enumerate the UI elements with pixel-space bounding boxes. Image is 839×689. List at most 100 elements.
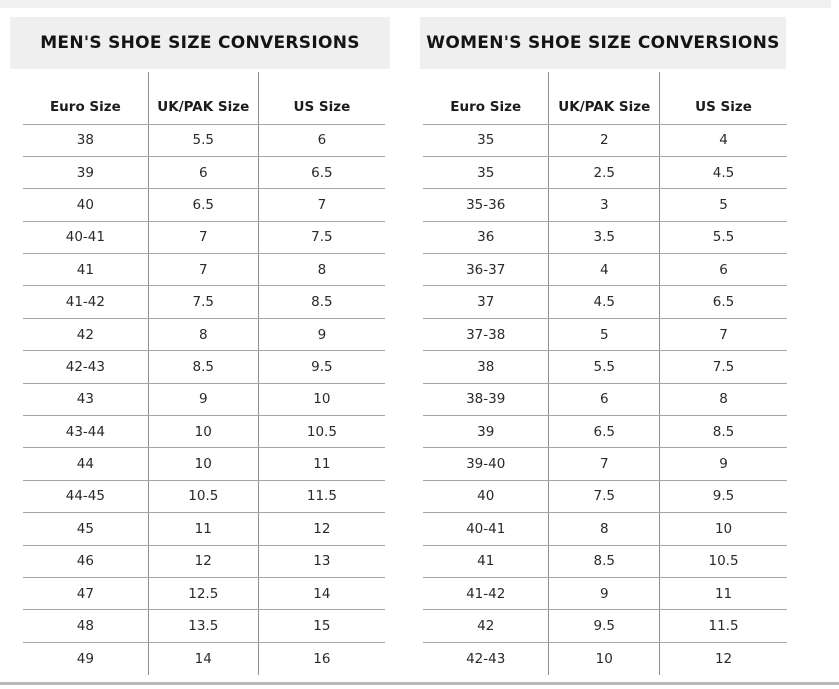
- size-cell: 41: [423, 545, 549, 578]
- size-cell: 13.5: [147, 609, 259, 643]
- mens-title-banner: MEN'S SHOE SIZE CONVERSIONS: [10, 17, 390, 69]
- table-row: 41 8.5 10.5: [423, 545, 787, 578]
- table-row: 49 14 16: [23, 642, 385, 675]
- size-cell: 11: [659, 577, 787, 611]
- size-cell: 4: [548, 253, 660, 287]
- size-cell: 36: [423, 221, 549, 255]
- size-cell: 35-36: [423, 188, 549, 222]
- mens-table-title: MEN'S SHOE SIZE CONVERSIONS: [40, 33, 360, 53]
- table-row: 40-41 7 7.5: [23, 221, 385, 255]
- womens-table-body: 35 2 4 35 2.5 4.5 35-36 3 5 36 3.5 5.5 36-37 4 6 37 4.5 6…: [423, 124, 787, 675]
- table-row: 42 9.5 11.5: [423, 609, 787, 643]
- top-strip: [0, 0, 831, 8]
- size-cell: 8: [147, 318, 259, 352]
- size-cell: 5.5: [147, 124, 259, 157]
- size-cell: 42: [423, 609, 549, 643]
- size-cell: 39: [23, 156, 149, 190]
- table-row: 41-42 9 11: [423, 577, 787, 611]
- size-cell: 9.5: [548, 609, 660, 643]
- table-row: 42-43 10 12: [423, 642, 787, 675]
- size-cell: 6: [147, 156, 259, 190]
- size-cell: 7: [147, 253, 259, 287]
- size-cell: 16: [257, 642, 385, 675]
- womens-size-table: Euro Size UK/PAK Size US Size 35 2 4 35 2.5 4…: [423, 72, 787, 675]
- mens-size-table: Euro Size UK/PAK Size US Size 38 5.5 6 39 6 6…: [23, 72, 385, 675]
- size-cell: 40: [423, 480, 549, 514]
- size-cell: 10.5: [659, 545, 787, 578]
- size-cell: 6: [659, 253, 787, 287]
- size-cell: 12.5: [147, 577, 259, 611]
- table-row: 43-44 10 10.5: [23, 415, 385, 449]
- size-cell: 38: [423, 350, 549, 384]
- size-cell: 11: [257, 447, 385, 481]
- column-header-us-size: US Size: [659, 72, 787, 125]
- size-cell: 42: [23, 318, 149, 352]
- size-cell: 45: [23, 512, 149, 546]
- size-cell: 41-42: [23, 285, 149, 319]
- column-header-euro-size: Euro Size: [23, 72, 149, 125]
- size-cell: 8: [257, 253, 385, 287]
- size-cell: 9.5: [659, 480, 787, 514]
- size-cell: 41-42: [423, 577, 549, 611]
- table-row: 46 12 13: [23, 545, 385, 578]
- table-row: 41 7 8: [23, 253, 385, 287]
- size-cell: 14: [257, 577, 385, 611]
- size-cell: 7: [147, 221, 259, 255]
- table-row: 35 2.5 4.5: [423, 156, 787, 190]
- table-row: 39-40 7 9: [423, 447, 787, 481]
- column-header-row: Euro Size UK/PAK Size US Size: [23, 72, 385, 125]
- size-cell: 6.5: [659, 285, 787, 319]
- mens-table-section: MEN'S SHOE SIZE CONVERSIONS Euro Size UK…: [10, 17, 390, 675]
- mens-table-body: 38 5.5 6 39 6 6.5 40 6.5 7 40-41 7 7.5 41 7 8 41-42 7.5 8…: [23, 124, 385, 675]
- size-cell: 38: [23, 124, 149, 157]
- size-cell: 7: [257, 188, 385, 222]
- size-cell: 39-40: [423, 447, 549, 481]
- table-row: 38-39 6 8: [423, 383, 787, 417]
- size-cell: 40-41: [23, 221, 149, 255]
- size-cell: 42-43: [466, 650, 506, 667]
- table-row: 40 6.5 7: [23, 188, 385, 222]
- table-row: 41-42 7.5 8.5: [23, 285, 385, 319]
- table-row: 37 4.5 6.5: [423, 285, 787, 319]
- size-cell: 9.5: [257, 350, 385, 384]
- size-cell: 44: [23, 447, 149, 481]
- column-header-us-size: US Size: [257, 72, 385, 125]
- size-cell: 6.5: [257, 156, 385, 190]
- womens-title-banner: WOMEN'S SHOE SIZE CONVERSIONS: [420, 17, 786, 69]
- womens-table-section: WOMEN'S SHOE SIZE CONVERSIONS Euro Size …: [420, 17, 787, 675]
- size-cell: 3.5: [548, 221, 660, 255]
- table-row: 35 2 4: [423, 124, 787, 157]
- table-row: 43 9 10: [23, 383, 385, 417]
- column-header-ukpak-size: UK/PAK Size: [147, 72, 259, 125]
- size-cell: 7.5: [548, 480, 660, 514]
- size-cell: 37: [423, 285, 549, 319]
- size-cell: 9: [548, 577, 660, 611]
- size-cell: 11: [147, 512, 259, 546]
- table-row: 48 13.5 15: [23, 609, 385, 643]
- table-row: 39 6 6.5: [23, 156, 385, 190]
- size-cell: 8.5: [659, 415, 787, 449]
- size-cell: 8: [659, 383, 787, 417]
- column-header-row: Euro Size UK/PAK Size US Size: [423, 72, 787, 125]
- size-cell: 5: [548, 318, 660, 352]
- size-cell: 6: [257, 124, 385, 157]
- table-row: 38 5.5 6: [23, 124, 385, 157]
- size-cell: 48: [23, 609, 149, 643]
- column-header-ukpak-size: UK/PAK Size: [548, 72, 660, 125]
- size-cell: 11.5: [659, 609, 787, 643]
- bottom-divider: [0, 682, 839, 685]
- size-cell: 41: [23, 253, 149, 287]
- table-row: 35-36 3 5: [423, 188, 787, 222]
- size-cell: 40-41: [423, 512, 549, 546]
- table-row: 38 5.5 7.5: [423, 350, 787, 384]
- size-cell: 15: [257, 609, 385, 643]
- size-cell: 9: [257, 318, 385, 352]
- size-cell: 39: [423, 415, 549, 449]
- size-cell: 13: [257, 545, 385, 578]
- size-cell: 49: [76, 650, 94, 667]
- size-cell: 2.5: [548, 156, 660, 190]
- size-cell: 4.5: [659, 156, 787, 190]
- tables-wrap: MEN'S SHOE SIZE CONVERSIONS Euro Size UK…: [10, 17, 839, 675]
- size-cell: 4.5: [548, 285, 660, 319]
- size-cell: 9: [659, 447, 787, 481]
